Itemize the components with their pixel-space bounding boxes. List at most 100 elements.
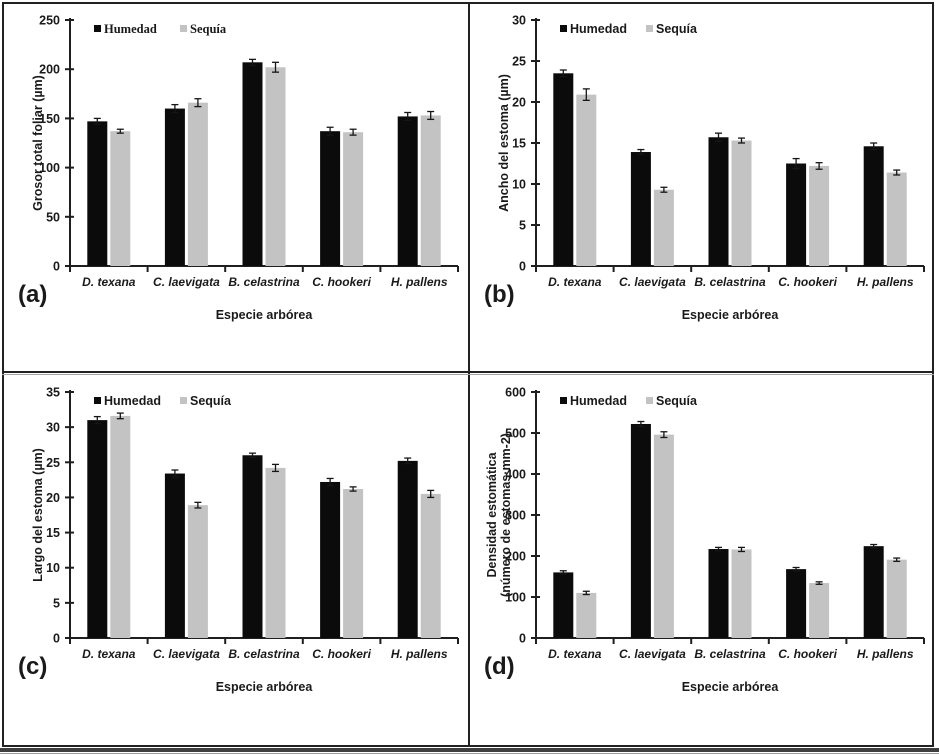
- series-humedad: [553, 69, 884, 266]
- y-axis-title-line: Ancho del estoma (µm): [497, 74, 511, 212]
- legend-label: Sequía: [190, 394, 232, 408]
- y-axis-title-line: Grosor total foliar (µm): [31, 75, 45, 211]
- y-tick-label: 50: [46, 210, 60, 224]
- bar: [187, 102, 208, 266]
- bar: [397, 116, 418, 266]
- legend-swatch-sequia: [646, 397, 653, 404]
- y-tick-label: 25: [46, 456, 60, 470]
- legend-swatch-humedad: [94, 397, 101, 404]
- y-tick-label: 200: [39, 63, 60, 77]
- x-category-label: B. celastrina: [228, 647, 300, 661]
- y-tick-label: 600: [505, 386, 526, 400]
- y-tick-label: 100: [505, 591, 526, 605]
- bar: [343, 132, 364, 266]
- x-category-labels: D. texana C. laevigata B. celastrina C. hoo…: [548, 647, 914, 661]
- bar: [420, 493, 441, 638]
- series-sequia: [110, 61, 441, 266]
- y-tick-label: 20: [46, 491, 60, 505]
- x-category-label: C. hookeri: [312, 275, 371, 289]
- page-edge-shadow: [0, 753, 939, 754]
- bar: [242, 455, 263, 638]
- panel-letter: (b): [484, 281, 515, 308]
- panel-divider-shadow: [2, 374, 934, 375]
- series-humedad: [553, 420, 884, 638]
- x-axis-title: Especie arbórea: [216, 680, 314, 694]
- bar: [863, 546, 884, 638]
- x-axis-ticks: [535, 638, 925, 644]
- legend-label: Humedad: [570, 22, 627, 36]
- bar-chart-d: 0 100 200 300 400 500 600 D. texana C. laevigata…: [484, 386, 925, 694]
- bar: [553, 572, 574, 638]
- x-category-labels: D. texana C. laevigata B. celastrina C. hoo…: [82, 647, 448, 661]
- x-category-label: D. texana: [82, 647, 136, 661]
- x-category-label: C. laevigata: [153, 647, 220, 661]
- series-humedad: [87, 58, 418, 267]
- bar: [731, 549, 752, 638]
- y-tick-label: 10: [512, 178, 526, 192]
- y-tick-label: 15: [46, 526, 60, 540]
- y-tick-label: 30: [512, 14, 526, 28]
- legend-swatch-humedad: [560, 25, 567, 32]
- y-axis-title-line: Largo del estoma (µm): [31, 448, 45, 582]
- x-category-label: H. pallens: [857, 275, 914, 289]
- bar: [110, 131, 131, 266]
- x-axis-title: Especie arbórea: [682, 680, 780, 694]
- bar: [630, 423, 651, 638]
- y-tick-label: 0: [53, 632, 60, 646]
- x-axis-ticks: [535, 266, 925, 272]
- panel-letter: (c): [18, 653, 47, 680]
- bar: [863, 146, 884, 266]
- legend: Humedad Sequía: [94, 394, 232, 408]
- bar: [786, 569, 807, 638]
- chart-panel-b: 0 5 10 15 20 25 30 D. texana C. laevigata B. cela…: [472, 6, 934, 370]
- y-tick-label: 10: [46, 561, 60, 575]
- legend-label: Humedad: [104, 22, 157, 36]
- bar: [809, 165, 830, 266]
- y-axis-ticks: 0 5 10 15 20 25 30: [512, 14, 540, 274]
- bar: [653, 434, 674, 638]
- x-axis-ticks: [69, 266, 459, 272]
- bar: [731, 140, 752, 266]
- x-category-label: C. laevigata: [619, 647, 686, 661]
- y-tick-label: 400: [505, 468, 526, 482]
- bar: [420, 115, 441, 266]
- bar: [809, 583, 830, 638]
- x-category-label: C. hookeri: [778, 647, 837, 661]
- x-category-label: C. laevigata: [619, 275, 686, 289]
- y-tick-label: 0: [519, 632, 526, 646]
- bar: [110, 415, 131, 638]
- series-sequia: [576, 431, 907, 638]
- x-category-label: B. celastrina: [694, 275, 766, 289]
- y-tick-label: 15: [512, 137, 526, 151]
- bar: [87, 420, 108, 638]
- x-category-label: D. texana: [548, 647, 602, 661]
- legend-swatch-sequia: [180, 397, 187, 404]
- x-axis-title: Especie arbórea: [216, 308, 314, 322]
- y-tick-label: 20: [512, 96, 526, 110]
- bar: [265, 467, 286, 638]
- legend-label: Sequía: [656, 394, 698, 408]
- legend-swatch-humedad: [94, 25, 101, 32]
- chart-panel-d: 0 100 200 300 400 500 600 D. texana C. laevigata…: [472, 378, 934, 742]
- x-category-label: H. pallens: [391, 647, 448, 661]
- y-tick-label: 5: [53, 596, 60, 610]
- legend: Humedad Sequía: [560, 22, 698, 36]
- bar-chart-c: 0 5 10 15 20 25 30 35 D. texana C. laevigata B. ce…: [18, 386, 459, 694]
- y-tick-label: 500: [505, 427, 526, 441]
- y-tick-label: 0: [519, 260, 526, 274]
- y-tick-label: 0: [53, 260, 60, 274]
- legend-label: Humedad: [570, 394, 627, 408]
- legend-swatch-sequia: [646, 25, 653, 32]
- series-sequia: [110, 412, 441, 638]
- y-tick-label: 250: [39, 14, 60, 28]
- y-axis-ticks: 0 100 200 300 400 500 600: [505, 386, 540, 646]
- bar: [265, 67, 286, 266]
- legend-label: Humedad: [104, 394, 161, 408]
- legend-label: Sequía: [190, 22, 227, 36]
- panel-divider-horizontal: [2, 371, 934, 373]
- x-category-labels: D. texana C. laevigata B. celastrina C. hoo…: [82, 275, 448, 289]
- bar: [320, 131, 341, 266]
- x-category-label: H. pallens: [391, 275, 448, 289]
- page-edge-bar: [0, 748, 939, 752]
